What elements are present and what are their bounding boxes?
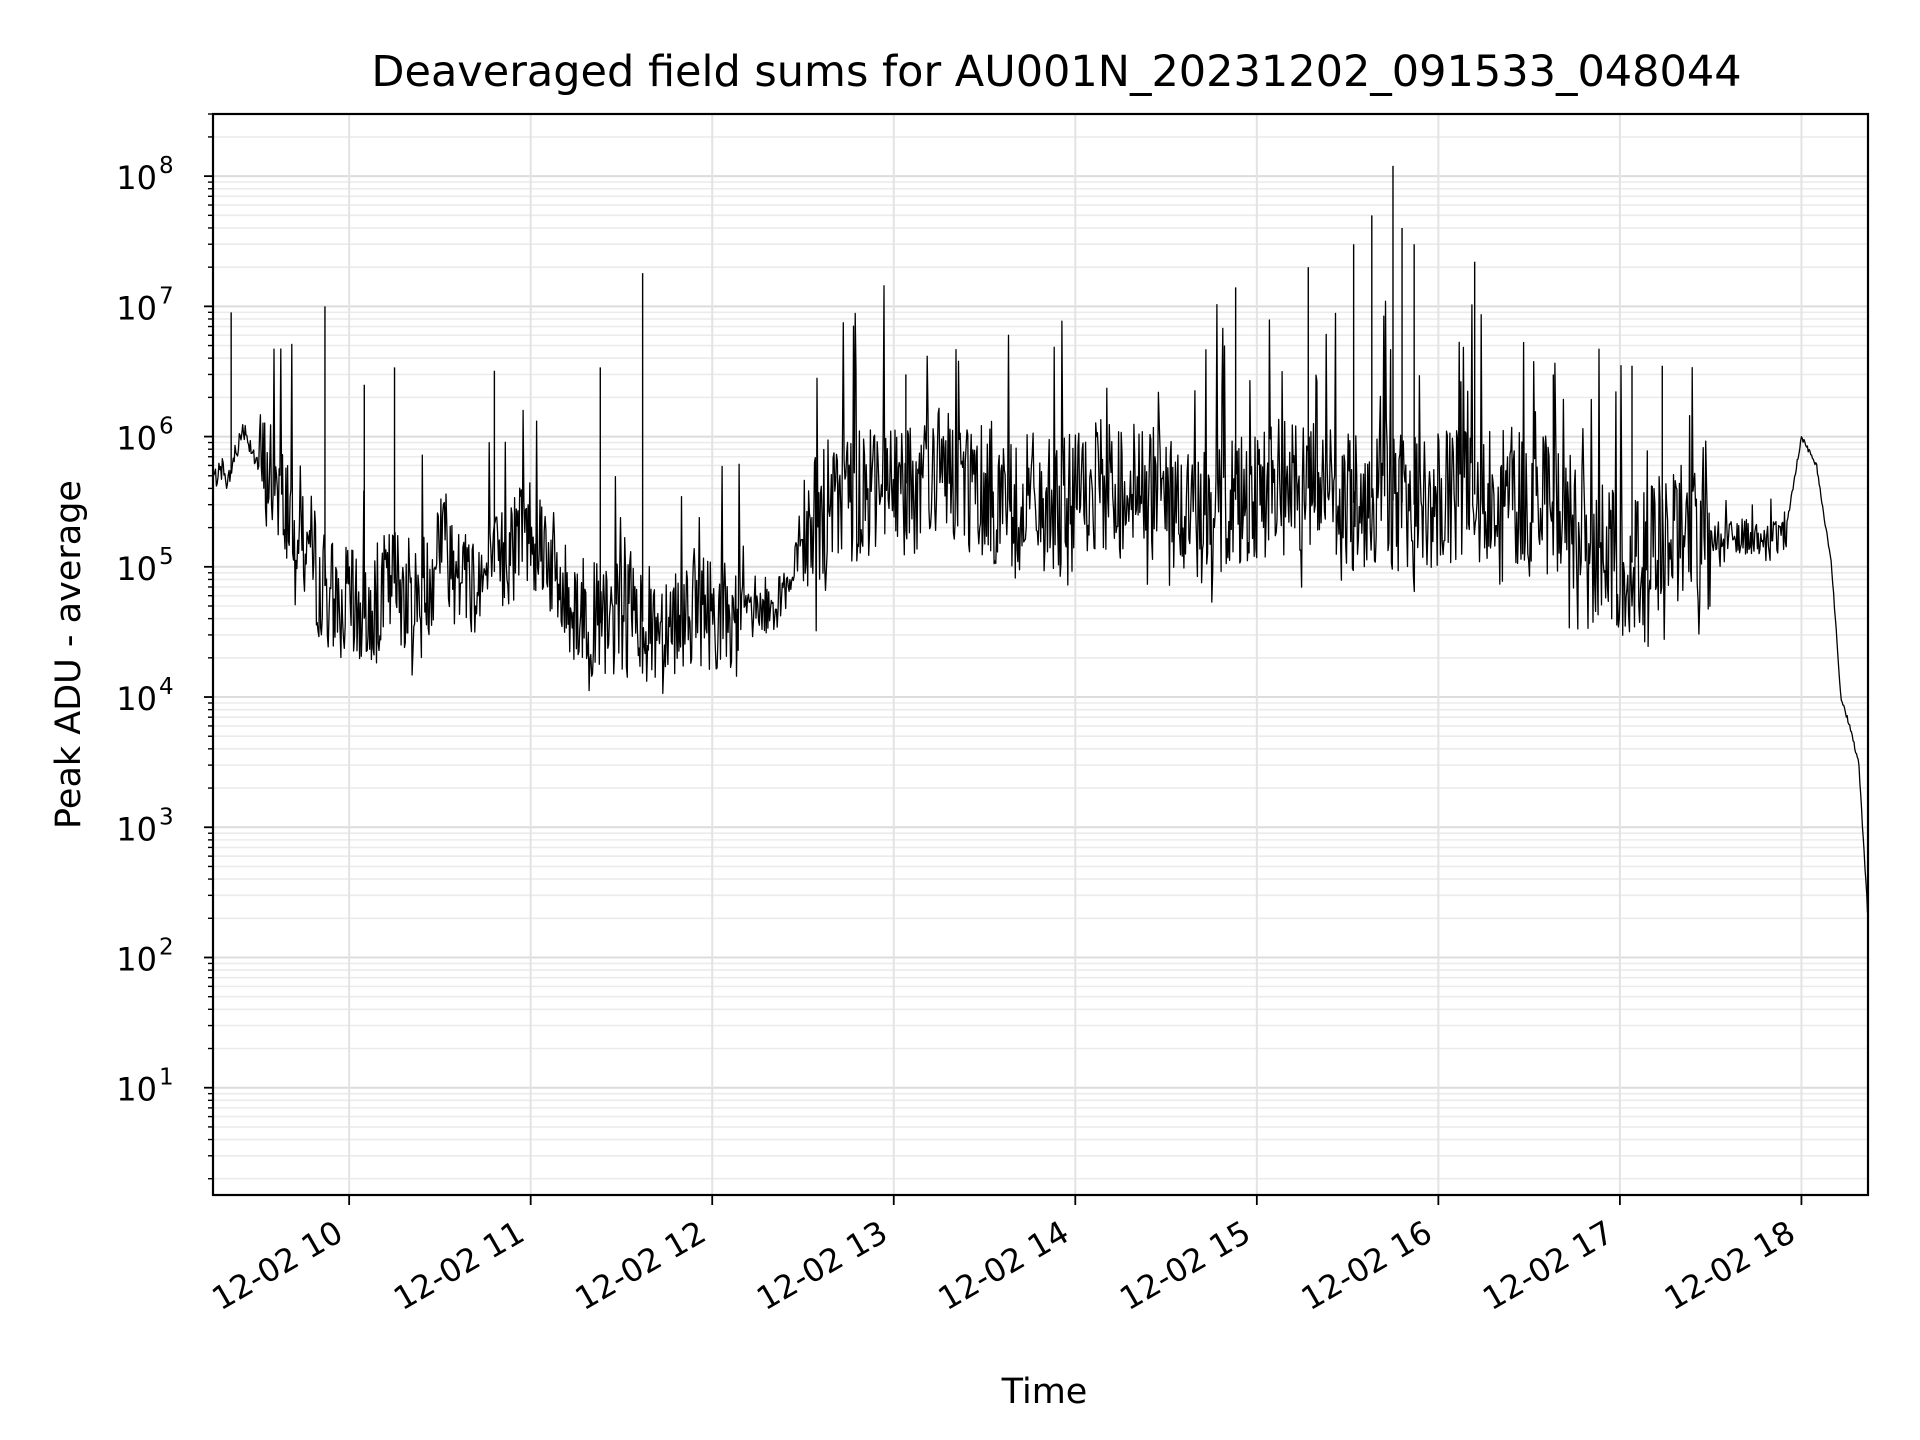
y-tick-label: 10: [116, 1071, 157, 1109]
y-tick-label: 10: [116, 550, 157, 588]
y-tick-exponent: 8: [159, 153, 174, 179]
y-tick-exponent: 4: [159, 674, 174, 700]
y-tick-exponent: 1: [159, 1065, 174, 1091]
plot-area-frame: [211, 112, 1870, 1197]
y-tick-label: 10: [116, 940, 157, 978]
y-tick-label: 10: [116, 420, 157, 458]
y-tick-label: 10: [116, 810, 157, 848]
y-tick-exponent: 5: [159, 544, 174, 570]
y-tick-exponent: 3: [159, 804, 174, 830]
y-tick-exponent: 7: [159, 283, 174, 309]
y-tick-exponent: 2: [159, 934, 174, 960]
chart-title: Deaveraged field sums for AU001N_2023120…: [371, 47, 1741, 97]
y-tick-label: 10: [116, 680, 157, 718]
series-layer: [212, 165, 1869, 913]
grid-layer: [213, 113, 1868, 1195]
series-line: [212, 285, 1869, 913]
y-axis-label: Peak ADU - average: [49, 480, 89, 829]
y-tick-exponent: 6: [159, 414, 174, 440]
y-tick-label: 10: [116, 159, 157, 197]
x-axis-label: Time: [1001, 1372, 1088, 1412]
y-tick-label: 10: [116, 289, 157, 327]
